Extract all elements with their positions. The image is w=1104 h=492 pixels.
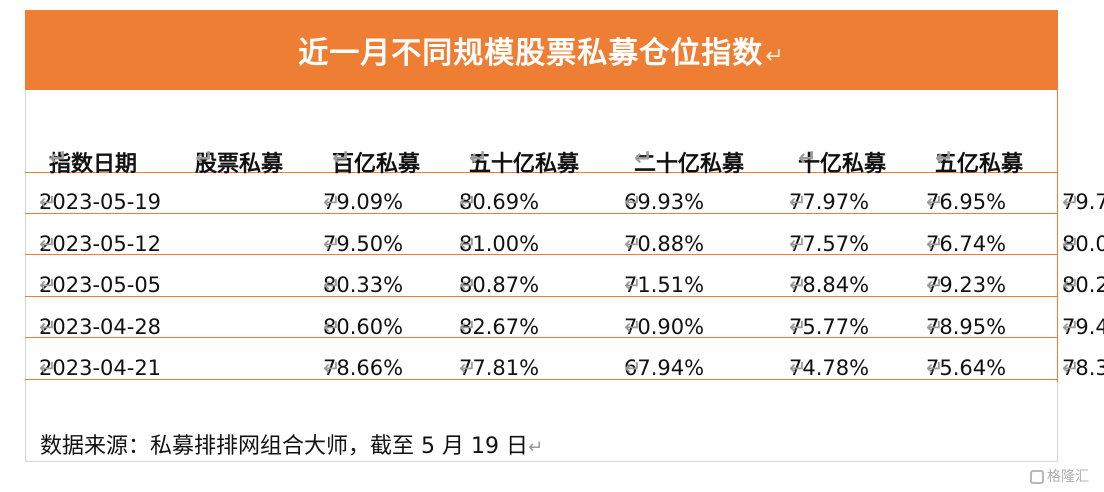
table-row: 2023-05-05 ↵ 80.33% ↵ 80.87% ↵ 71.51% ↵ 78.84% ↵ 7… xyxy=(25,255,1104,297)
table-row: 2023-05-19 ↵ 79.09% ↵ 80.69% ↵ 69.93% ↵ 77.97% ↵ 7… xyxy=(25,172,1104,214)
title-banner: 近一月不同规模股票私募仓位指数↵ xyxy=(25,10,1058,90)
data-source-note: 数据来源：私募排排网组合大师，截至 5 月 19 日↵ xyxy=(40,434,544,459)
table-body: 2023-05-19 ↵ 79.09% ↵ 80.69% ↵ 69.93% ↵ 77.97% ↵ 7… xyxy=(25,172,1104,380)
watermark-logo: 格隆汇 xyxy=(1030,466,1089,486)
watermark-icon xyxy=(1030,470,1044,484)
table-header-row: 指数日期 ↵ 股票私募 ↵ 百亿私募 ↵ 五十亿私募 ↵ 二十亿私募 ↵ 十亿私募 ↵ 五亿… xyxy=(25,90,1058,177)
table-row: 2023-04-28 ↵ 80.60% ↵ 82.67% ↵ 70.90% ↵ 75.77% ↵ 7… xyxy=(25,297,1104,339)
table-right-border xyxy=(1057,90,1058,382)
table-title: 近一月不同规模股票私募仓位指数↵ xyxy=(298,36,785,71)
table-row: 2023-04-21 ↵ 78.66% ↵ 77.81% ↵ 67.94% ↵ 74.78% ↵ 7… xyxy=(25,338,1104,380)
paragraph-mark: ↵ xyxy=(765,44,785,69)
table-row: 2023-05-12 ↵ 79.50% ↵ 81.00% ↵ 70.88% ↵ 77.57% ↵ 7… xyxy=(25,214,1104,256)
